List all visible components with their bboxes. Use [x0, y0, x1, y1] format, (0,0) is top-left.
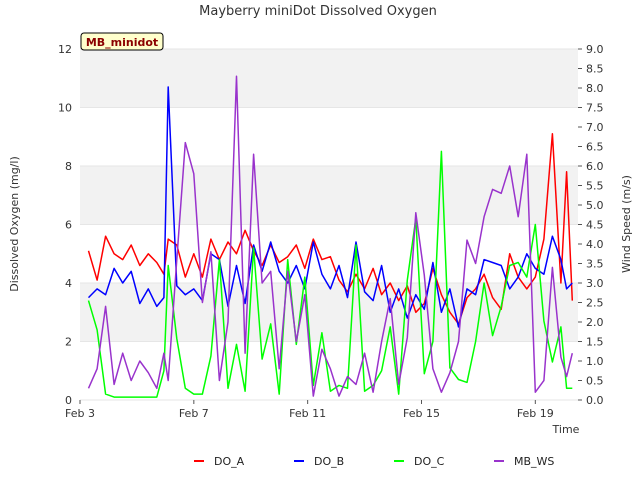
y2-tick-label: 6.5 [586, 141, 604, 154]
y-tick-label: 2 [65, 336, 72, 349]
x-axis-label: Time [552, 423, 580, 436]
legend-item-mb-ws: MB_WS [494, 455, 554, 468]
series-line-do-c [87, 150, 573, 398]
y-tick-label: 0 [65, 394, 72, 407]
y-tick-label: 12 [58, 43, 72, 56]
y2-tick-label: 8.5 [586, 63, 604, 76]
legend-item-do-a: DO_A [194, 455, 245, 468]
y-axis-ticks: 0 2 4 6 8 10 12 [58, 43, 72, 407]
y-tick-label: 4 [65, 277, 72, 290]
y2-tick-label: 1.5 [586, 336, 604, 349]
x-tick-label: Feb 11 [289, 407, 326, 420]
x-tick-label: Feb 19 [517, 407, 554, 420]
y2-axis-label: Wind Speed (m/s) [620, 175, 633, 273]
legend: DO_A DO_B DO_C MB_WS [194, 455, 554, 468]
band-2 [80, 49, 578, 108]
x-tick-label: Feb 7 [179, 407, 209, 420]
y-axis-label: Dissolved Oxygen (mg/l) [8, 156, 21, 291]
y2-tick-label: 0.0 [586, 394, 604, 407]
series-line-do-a [87, 133, 574, 325]
band-0 [80, 283, 578, 342]
x-tick-label: Feb 15 [403, 407, 440, 420]
grid-lines [80, 48, 578, 401]
y2-tick-label: 4.0 [586, 238, 604, 251]
badge-box [80, 32, 164, 51]
badge: MB_minidot [80, 32, 164, 51]
y2-tick-label: 8.0 [586, 82, 604, 95]
legend-label: MB_WS [514, 455, 554, 468]
y2-tick-label: 9.0 [586, 43, 604, 56]
y2-tick-label: 5.0 [586, 199, 604, 212]
y2-tick-label: 6.0 [586, 160, 604, 173]
y2-tick-label: 2.0 [586, 316, 604, 329]
band-1 [80, 166, 578, 225]
y2-tick-label: 4.5 [586, 219, 604, 232]
legend-label: DO_B [314, 455, 344, 468]
legend-label: DO_A [214, 455, 245, 468]
chart-title: Mayberry miniDot Dissolved Oxygen [199, 4, 437, 19]
y2-tick-label: 5.5 [586, 180, 604, 193]
series-line-do-b [87, 86, 573, 328]
series-layer [87, 75, 574, 398]
y2-tick-label: 1.0 [586, 355, 604, 368]
legend-label: DO_C [414, 455, 445, 468]
x-axis-ticks: Feb 3 Feb 7 Feb 11 Feb 15 Feb 19 [65, 400, 554, 420]
y-tick-label: 6 [65, 219, 72, 232]
y2-tick-label: 2.5 [586, 297, 604, 310]
y2-tick-label: 7.5 [586, 102, 604, 115]
y2-tick-label: 3.0 [586, 277, 604, 290]
y2-tick-label: 3.5 [586, 258, 604, 271]
y2-tick-label: 0.5 [586, 375, 604, 388]
legend-item-do-c: DO_C [394, 455, 445, 468]
badge-label: MB_minidot [86, 36, 158, 49]
y-tick-label: 8 [65, 160, 72, 173]
legend-item-do-b: DO_B [294, 455, 344, 468]
x-tick-label: Feb 3 [65, 407, 95, 420]
plot-bands [80, 49, 578, 342]
y-tick-label: 10 [58, 102, 72, 115]
series-line-mb-ws [87, 75, 574, 397]
y2-axis-ticks: 0.0 0.5 1.0 1.5 2.0 2.5 3.0 3.5 4.0 4.5 5.0 5.5 6.0 6… [578, 43, 604, 407]
y2-tick-label: 7.0 [586, 121, 604, 134]
